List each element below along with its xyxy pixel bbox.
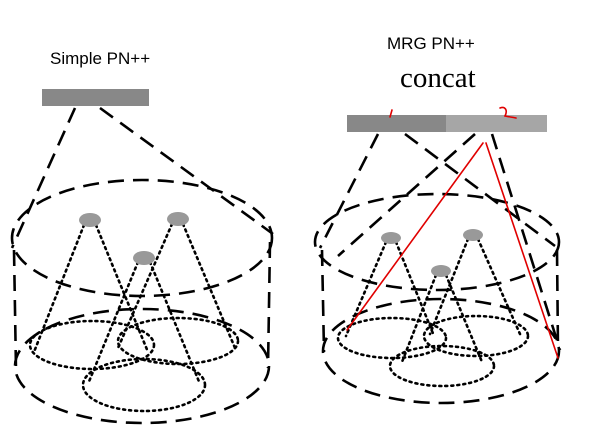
mrg-cone-a-left (344, 240, 388, 338)
mrg-projection-line-outer-right (404, 132, 556, 248)
mrg-cone-b-left (428, 237, 470, 336)
simple-cone-b-left (116, 222, 174, 350)
simple-feature-bar (42, 89, 149, 106)
mrg-dotted-cones (336, 237, 530, 388)
mrg-projection-line-inner-left (337, 133, 476, 257)
mrg-region-ellipses (313, 192, 561, 405)
simple-cone-b-right (181, 222, 237, 350)
simple-dotted-ellipse-a (28, 319, 156, 371)
simple-centroid-c (133, 251, 155, 265)
mrg-centroid-b (463, 229, 483, 241)
simple-lower-region-ellipse (13, 307, 271, 425)
mrg-projection-line-inner-right (490, 133, 562, 351)
simple-cone-a-right (94, 223, 150, 354)
simple-centroids (79, 212, 189, 265)
simple-pn-panel: Simple PN++ (10, 49, 274, 425)
simple-dotted-ellipse-c (81, 357, 207, 413)
red-line-right (485, 142, 559, 359)
red-tick-left (389, 109, 393, 118)
mrg-cone-c-right (444, 273, 484, 364)
simple-side-line-left (12, 249, 18, 371)
mrg-projection-line-outer-left (318, 133, 380, 249)
mrg-side-line-right (555, 249, 560, 351)
simple-pn-title: Simple PN++ (50, 49, 150, 68)
simple-centroid-b (167, 212, 189, 226)
simple-centroid-a (79, 213, 101, 227)
mrg-pn-panel: MRG PN++ concat (313, 34, 562, 405)
mrg-cone-c-left (400, 273, 438, 364)
mrg-centroids (381, 229, 483, 277)
simple-projection-line-left (10, 107, 77, 249)
mrg-upper-region-ellipse (313, 192, 561, 292)
simple-cone-c-right (148, 260, 202, 386)
simple-projection-lines (10, 106, 274, 249)
mrg-centroid-c (431, 265, 451, 277)
simple-upper-region-ellipse (10, 178, 274, 298)
simple-region-ellipses (10, 178, 274, 425)
red-line-left (346, 142, 484, 331)
mrg-projection-lines (318, 132, 562, 351)
mrg-side-line-left (320, 249, 326, 353)
mrg-cone-a-right (394, 240, 436, 338)
simple-side-line-right (266, 241, 272, 369)
red-annotations (346, 106, 559, 359)
mrg-dotted-ellipse-b (422, 314, 530, 358)
red-tick-right (499, 106, 517, 119)
mrg-feature-bar-local (446, 115, 547, 132)
mrg-dotted-ellipse-c (388, 344, 496, 388)
simple-projection-line-right (99, 106, 274, 236)
simple-dotted-cones (28, 222, 240, 413)
concat-label: concat (400, 62, 476, 94)
mrg-centroid-a (381, 232, 401, 244)
mrg-feature-bar-global (347, 115, 446, 132)
simple-dotted-ellipse-b (116, 316, 240, 366)
mrg-cone-b-right (476, 237, 522, 336)
mrg-pn-title: MRG PN++ (387, 34, 475, 53)
mrg-dotted-ellipse-a (336, 316, 448, 360)
simple-cone-a-left (32, 223, 86, 354)
